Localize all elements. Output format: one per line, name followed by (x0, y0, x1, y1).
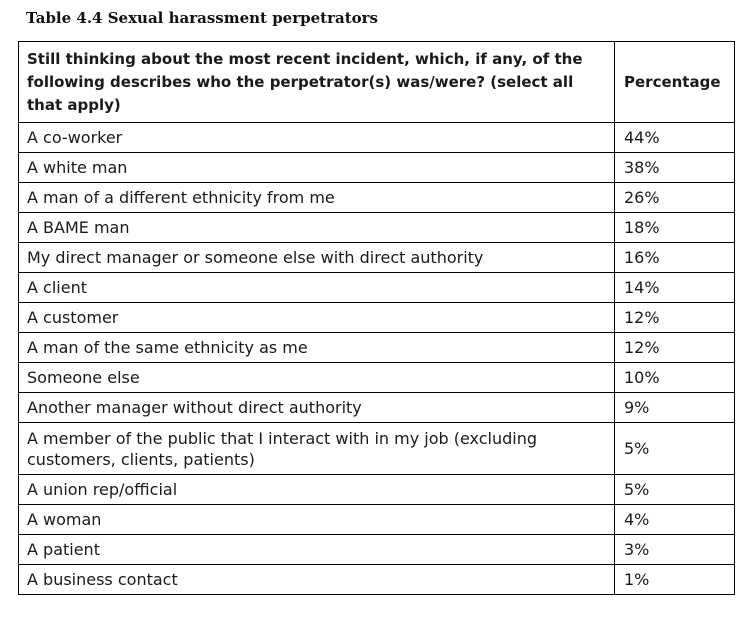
row-label: A woman (18, 504, 615, 535)
table-row: A woman 4% (18, 504, 735, 535)
table-row: A member of the public that I interact w… (18, 422, 735, 475)
row-percentage: 5% (614, 422, 735, 475)
row-label: Another manager without direct authority (18, 392, 615, 423)
table-row: A white man 38% (18, 152, 735, 183)
row-percentage: 12% (614, 332, 735, 363)
row-label: A man of a different ethnicity from me (18, 182, 615, 213)
row-label: A BAME man (18, 212, 615, 243)
column-header-percentage: Percentage (614, 41, 735, 123)
row-label: A member of the public that I interact w… (18, 422, 615, 475)
table-row: A customer 12% (18, 302, 735, 333)
table-row: A co-worker 44% (18, 122, 735, 153)
table-caption: Table 4.4 Sexual harassment perpetrators (26, 9, 378, 27)
row-label: Someone else (18, 362, 615, 393)
row-percentage: 9% (614, 392, 735, 423)
row-label: A business contact (18, 564, 615, 595)
row-percentage: 44% (614, 122, 735, 153)
table-row: A BAME man 18% (18, 212, 735, 243)
row-label: My direct manager or someone else with d… (18, 242, 615, 273)
row-percentage: 16% (614, 242, 735, 273)
table-row: Someone else 10% (18, 362, 735, 393)
row-label: A white man (18, 152, 615, 183)
table-row: A patient 3% (18, 534, 735, 565)
table-row: A client 14% (18, 272, 735, 303)
row-percentage: 18% (614, 212, 735, 243)
row-percentage: 3% (614, 534, 735, 565)
table-row: A man of a different ethnicity from me 2… (18, 182, 735, 213)
row-label: A union rep/official (18, 474, 615, 505)
table-header-row: Still thinking about the most recent inc… (18, 41, 735, 123)
row-percentage: 4% (614, 504, 735, 535)
table-row: My direct manager or someone else with d… (18, 242, 735, 273)
row-percentage: 26% (614, 182, 735, 213)
row-label: A patient (18, 534, 615, 565)
column-header-question: Still thinking about the most recent inc… (18, 41, 615, 123)
table-row: A union rep/official 5% (18, 474, 735, 505)
table-row: A business contact 1% (18, 564, 735, 595)
row-percentage: 38% (614, 152, 735, 183)
table-row: Another manager without direct authority… (18, 392, 735, 423)
row-label: A man of the same ethnicity as me (18, 332, 615, 363)
row-percentage: 14% (614, 272, 735, 303)
row-label: A co-worker (18, 122, 615, 153)
row-percentage: 10% (614, 362, 735, 393)
table-row: A man of the same ethnicity as me 12% (18, 332, 735, 363)
perpetrators-table: Still thinking about the most recent inc… (18, 41, 735, 595)
row-percentage: 5% (614, 474, 735, 505)
row-percentage: 1% (614, 564, 735, 595)
row-label: A customer (18, 302, 615, 333)
row-label: A client (18, 272, 615, 303)
row-percentage: 12% (614, 302, 735, 333)
